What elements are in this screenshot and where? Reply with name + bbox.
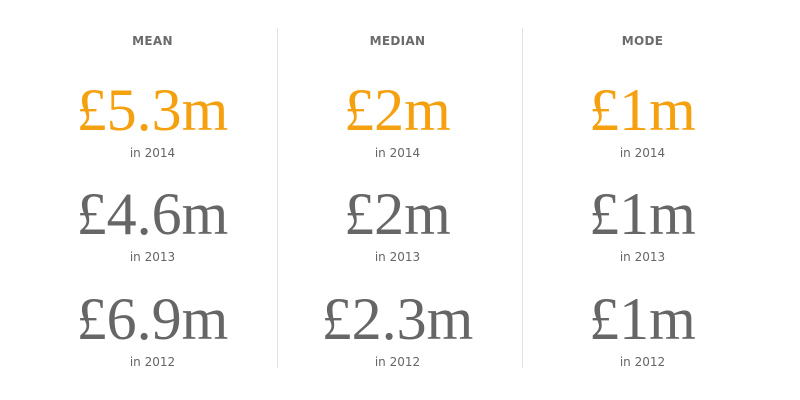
- stat-entry: £2.3m in 2012: [275, 285, 520, 385]
- stat-value: £2.3m: [321, 286, 474, 352]
- stat-value: £2m: [344, 77, 451, 143]
- stat-year: in 2012: [374, 355, 421, 369]
- column-heading: MODE: [621, 34, 664, 48]
- stat-value: £5.3m: [76, 77, 229, 143]
- stat-value: £1m: [589, 286, 696, 352]
- stat-year: in 2012: [129, 355, 176, 369]
- stat-year: in 2013: [374, 250, 421, 264]
- stat-value: £1m: [589, 181, 696, 247]
- stat-year: in 2013: [129, 250, 176, 264]
- stat-column: MEAN £5.3m in 2014 £4.6m in 2013 £6.9m in 2012: [30, 0, 275, 400]
- stat-column: MEDIAN £2m in 2014 £2m in 2013 £2.3m in 2012: [275, 0, 520, 400]
- stat-entry: £2m in 2013: [275, 180, 520, 280]
- stat-year: in 2012: [619, 355, 666, 369]
- column-divider: [277, 28, 278, 368]
- stat-year: in 2014: [374, 146, 421, 160]
- stat-year: in 2013: [619, 250, 666, 264]
- column-divider: [522, 28, 523, 368]
- column-heading: MEAN: [132, 34, 173, 48]
- stat-entry: £1m in 2012: [520, 285, 765, 385]
- stat-column: MODE £1m in 2014 £1m in 2013 £1m in 2012: [520, 0, 765, 400]
- stat-entry: £1m in 2014: [520, 76, 765, 176]
- stat-year: in 2014: [129, 146, 176, 160]
- stat-value: £6.9m: [76, 286, 229, 352]
- stat-value: £1m: [589, 77, 696, 143]
- column-heading: MEDIAN: [369, 34, 426, 48]
- stat-year: in 2014: [619, 146, 666, 160]
- stat-entry: £1m in 2013: [520, 180, 765, 280]
- stat-entry: £6.9m in 2012: [30, 285, 275, 385]
- stat-entry: £5.3m in 2014: [30, 76, 275, 176]
- stat-value: £4.6m: [76, 181, 229, 247]
- stat-entry: £2m in 2014: [275, 76, 520, 176]
- stat-entry: £4.6m in 2013: [30, 180, 275, 280]
- stat-value: £2m: [344, 181, 451, 247]
